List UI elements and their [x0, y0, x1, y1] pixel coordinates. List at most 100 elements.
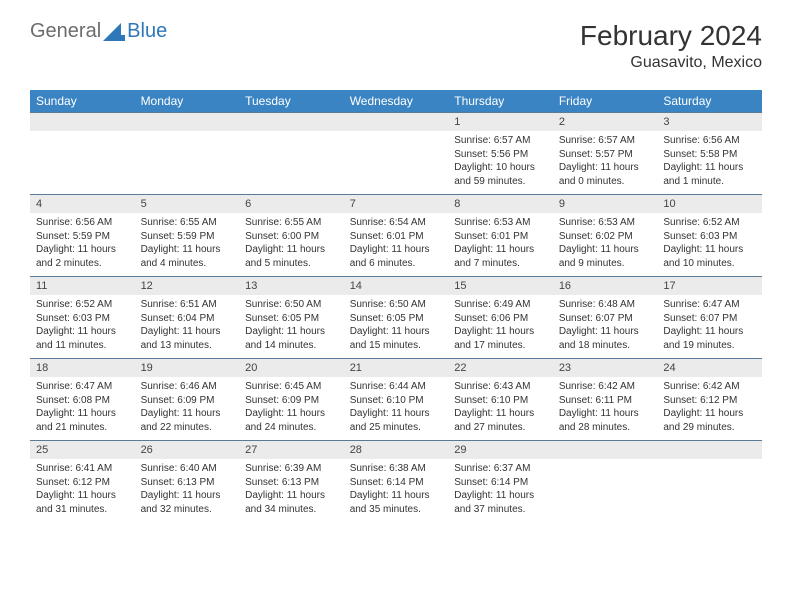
logo: General Blue	[30, 20, 167, 43]
day-detail: Sunrise: 6:40 AMSunset: 6:13 PMDaylight:…	[135, 459, 240, 522]
daylight-text: Daylight: 11 hours and 11 minutes.	[36, 325, 129, 352]
calendar-row: 1Sunrise: 6:57 AMSunset: 5:56 PMDaylight…	[30, 113, 762, 195]
calendar-cell: 26Sunrise: 6:40 AMSunset: 6:13 PMDayligh…	[135, 441, 240, 523]
day-detail: Sunrise: 6:45 AMSunset: 6:09 PMDaylight:…	[239, 377, 344, 440]
day-detail: Sunrise: 6:41 AMSunset: 6:12 PMDaylight:…	[30, 459, 135, 522]
daylight-text: Daylight: 11 hours and 19 minutes.	[663, 325, 756, 352]
calendar-cell: 18Sunrise: 6:47 AMSunset: 6:08 PMDayligh…	[30, 359, 135, 441]
day-detail: Sunrise: 6:53 AMSunset: 6:02 PMDaylight:…	[553, 213, 658, 276]
sunset-text: Sunset: 6:09 PM	[245, 394, 338, 408]
daylight-text: Daylight: 11 hours and 29 minutes.	[663, 407, 756, 434]
day-number: 28	[344, 441, 449, 459]
day-number: 8	[448, 195, 553, 213]
day-number	[239, 113, 344, 131]
location-label: Guasavito, Mexico	[580, 54, 762, 72]
day-number: 20	[239, 359, 344, 377]
calendar-cell: 16Sunrise: 6:48 AMSunset: 6:07 PMDayligh…	[553, 277, 658, 359]
page-title: February 2024	[580, 20, 762, 52]
calendar-body: 1Sunrise: 6:57 AMSunset: 5:56 PMDaylight…	[30, 113, 762, 523]
sunrise-text: Sunrise: 6:45 AM	[245, 380, 338, 394]
sunrise-text: Sunrise: 6:42 AM	[663, 380, 756, 394]
logo-triangle-icon	[103, 23, 125, 41]
dayhead-mon: Monday	[135, 90, 240, 113]
daylight-text: Daylight: 11 hours and 14 minutes.	[245, 325, 338, 352]
day-number: 18	[30, 359, 135, 377]
day-number: 24	[657, 359, 762, 377]
sunrise-text: Sunrise: 6:41 AM	[36, 462, 129, 476]
sunset-text: Sunset: 6:05 PM	[245, 312, 338, 326]
day-number: 29	[448, 441, 553, 459]
sunrise-text: Sunrise: 6:50 AM	[245, 298, 338, 312]
sunset-text: Sunset: 6:10 PM	[454, 394, 547, 408]
sunset-text: Sunset: 5:58 PM	[663, 148, 756, 162]
sunset-text: Sunset: 5:56 PM	[454, 148, 547, 162]
calendar-cell	[553, 441, 658, 523]
day-number: 23	[553, 359, 658, 377]
day-number	[344, 113, 449, 131]
sunset-text: Sunset: 6:04 PM	[141, 312, 234, 326]
sunset-text: Sunset: 6:10 PM	[350, 394, 443, 408]
sunrise-text: Sunrise: 6:52 AM	[36, 298, 129, 312]
sunrise-text: Sunrise: 6:50 AM	[350, 298, 443, 312]
calendar-cell: 8Sunrise: 6:53 AMSunset: 6:01 PMDaylight…	[448, 195, 553, 277]
daylight-text: Daylight: 11 hours and 28 minutes.	[559, 407, 652, 434]
day-number	[657, 441, 762, 459]
calendar-cell: 25Sunrise: 6:41 AMSunset: 6:12 PMDayligh…	[30, 441, 135, 523]
day-number: 16	[553, 277, 658, 295]
day-detail: Sunrise: 6:57 AMSunset: 5:56 PMDaylight:…	[448, 131, 553, 194]
sunrise-text: Sunrise: 6:46 AM	[141, 380, 234, 394]
sunset-text: Sunset: 6:01 PM	[454, 230, 547, 244]
calendar-table: Sunday Monday Tuesday Wednesday Thursday…	[30, 90, 762, 523]
calendar-cell: 1Sunrise: 6:57 AMSunset: 5:56 PMDaylight…	[448, 113, 553, 195]
daylight-text: Daylight: 11 hours and 31 minutes.	[36, 489, 129, 516]
sunrise-text: Sunrise: 6:37 AM	[454, 462, 547, 476]
calendar-cell	[657, 441, 762, 523]
sunrise-text: Sunrise: 6:55 AM	[141, 216, 234, 230]
day-number: 15	[448, 277, 553, 295]
day-detail	[344, 131, 449, 181]
calendar-cell: 23Sunrise: 6:42 AMSunset: 6:11 PMDayligh…	[553, 359, 658, 441]
daylight-text: Daylight: 11 hours and 13 minutes.	[141, 325, 234, 352]
sunrise-text: Sunrise: 6:39 AM	[245, 462, 338, 476]
day-detail	[657, 459, 762, 509]
sunset-text: Sunset: 5:59 PM	[141, 230, 234, 244]
sunset-text: Sunset: 6:07 PM	[559, 312, 652, 326]
sunrise-text: Sunrise: 6:47 AM	[663, 298, 756, 312]
daylight-text: Daylight: 11 hours and 0 minutes.	[559, 161, 652, 188]
day-number: 22	[448, 359, 553, 377]
calendar-cell: 4Sunrise: 6:56 AMSunset: 5:59 PMDaylight…	[30, 195, 135, 277]
day-number: 3	[657, 113, 762, 131]
header: General Blue February 2024 Guasavito, Me…	[30, 20, 762, 72]
sunrise-text: Sunrise: 6:51 AM	[141, 298, 234, 312]
day-header-row: Sunday Monday Tuesday Wednesday Thursday…	[30, 90, 762, 113]
sunrise-text: Sunrise: 6:57 AM	[559, 134, 652, 148]
daylight-text: Daylight: 11 hours and 27 minutes.	[454, 407, 547, 434]
sunrise-text: Sunrise: 6:57 AM	[454, 134, 547, 148]
sunrise-text: Sunrise: 6:42 AM	[559, 380, 652, 394]
day-detail: Sunrise: 6:53 AMSunset: 6:01 PMDaylight:…	[448, 213, 553, 276]
daylight-text: Daylight: 11 hours and 6 minutes.	[350, 243, 443, 270]
day-number: 13	[239, 277, 344, 295]
dayhead-tue: Tuesday	[239, 90, 344, 113]
sunrise-text: Sunrise: 6:53 AM	[454, 216, 547, 230]
calendar-row: 11Sunrise: 6:52 AMSunset: 6:03 PMDayligh…	[30, 277, 762, 359]
sunset-text: Sunset: 6:12 PM	[663, 394, 756, 408]
daylight-text: Daylight: 11 hours and 21 minutes.	[36, 407, 129, 434]
calendar-cell: 29Sunrise: 6:37 AMSunset: 6:14 PMDayligh…	[448, 441, 553, 523]
sunset-text: Sunset: 6:03 PM	[663, 230, 756, 244]
day-number: 6	[239, 195, 344, 213]
day-detail	[553, 459, 658, 509]
dayhead-fri: Friday	[553, 90, 658, 113]
sunrise-text: Sunrise: 6:55 AM	[245, 216, 338, 230]
calendar-cell: 6Sunrise: 6:55 AMSunset: 6:00 PMDaylight…	[239, 195, 344, 277]
day-number: 14	[344, 277, 449, 295]
day-detail: Sunrise: 6:52 AMSunset: 6:03 PMDaylight:…	[30, 295, 135, 358]
calendar-cell: 5Sunrise: 6:55 AMSunset: 5:59 PMDaylight…	[135, 195, 240, 277]
day-detail: Sunrise: 6:56 AMSunset: 5:58 PMDaylight:…	[657, 131, 762, 194]
calendar-cell	[30, 113, 135, 195]
sunrise-text: Sunrise: 6:56 AM	[663, 134, 756, 148]
sunrise-text: Sunrise: 6:54 AM	[350, 216, 443, 230]
day-detail: Sunrise: 6:42 AMSunset: 6:11 PMDaylight:…	[553, 377, 658, 440]
daylight-text: Daylight: 11 hours and 24 minutes.	[245, 407, 338, 434]
day-number: 1	[448, 113, 553, 131]
